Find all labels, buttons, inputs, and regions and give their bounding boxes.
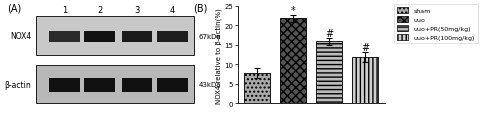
Bar — [122, 78, 152, 92]
Text: #: # — [362, 42, 370, 52]
Text: #: # — [325, 28, 334, 38]
Bar — [157, 32, 188, 42]
Text: 67kDa: 67kDa — [198, 33, 221, 39]
Bar — [122, 32, 152, 42]
Bar — [157, 78, 188, 92]
Text: 4: 4 — [170, 6, 175, 15]
Bar — [316, 42, 342, 104]
Text: 1: 1 — [62, 6, 67, 15]
Bar — [84, 32, 115, 42]
Text: β-actin: β-actin — [4, 80, 32, 89]
Text: 2: 2 — [97, 6, 102, 15]
Bar — [36, 66, 194, 104]
Bar — [49, 78, 80, 92]
Text: NOX4: NOX4 — [10, 32, 32, 41]
Text: 3: 3 — [134, 6, 140, 15]
Text: *: * — [291, 6, 296, 15]
Bar — [36, 17, 194, 55]
Text: (A): (A) — [7, 3, 22, 13]
Bar — [244, 73, 270, 104]
Bar — [84, 78, 115, 92]
Bar — [280, 19, 306, 104]
Legend: sham, uuo, uuo+PR(50mg/kg), uuo+PR(100mg/kg): sham, uuo, uuo+PR(50mg/kg), uuo+PR(100mg… — [394, 5, 478, 44]
Text: (B): (B) — [193, 3, 208, 13]
Y-axis label: NOX4 relative to β-actin(%): NOX4 relative to β-actin(%) — [215, 8, 222, 103]
Bar — [352, 57, 378, 104]
Text: 43kDa: 43kDa — [198, 82, 221, 88]
Bar — [49, 32, 80, 42]
